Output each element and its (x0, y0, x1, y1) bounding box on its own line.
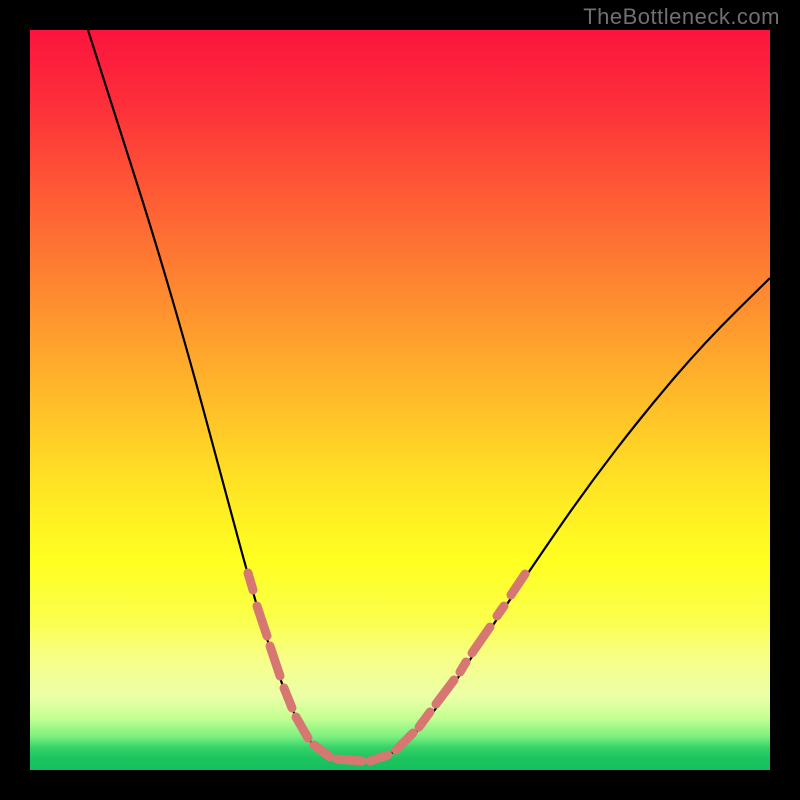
bottleneck-curve (88, 30, 770, 762)
watermark-text: TheBottleneck.com (583, 4, 780, 30)
marker-segments (248, 573, 525, 761)
curve-overlay (30, 30, 770, 770)
plot-area (30, 30, 770, 770)
